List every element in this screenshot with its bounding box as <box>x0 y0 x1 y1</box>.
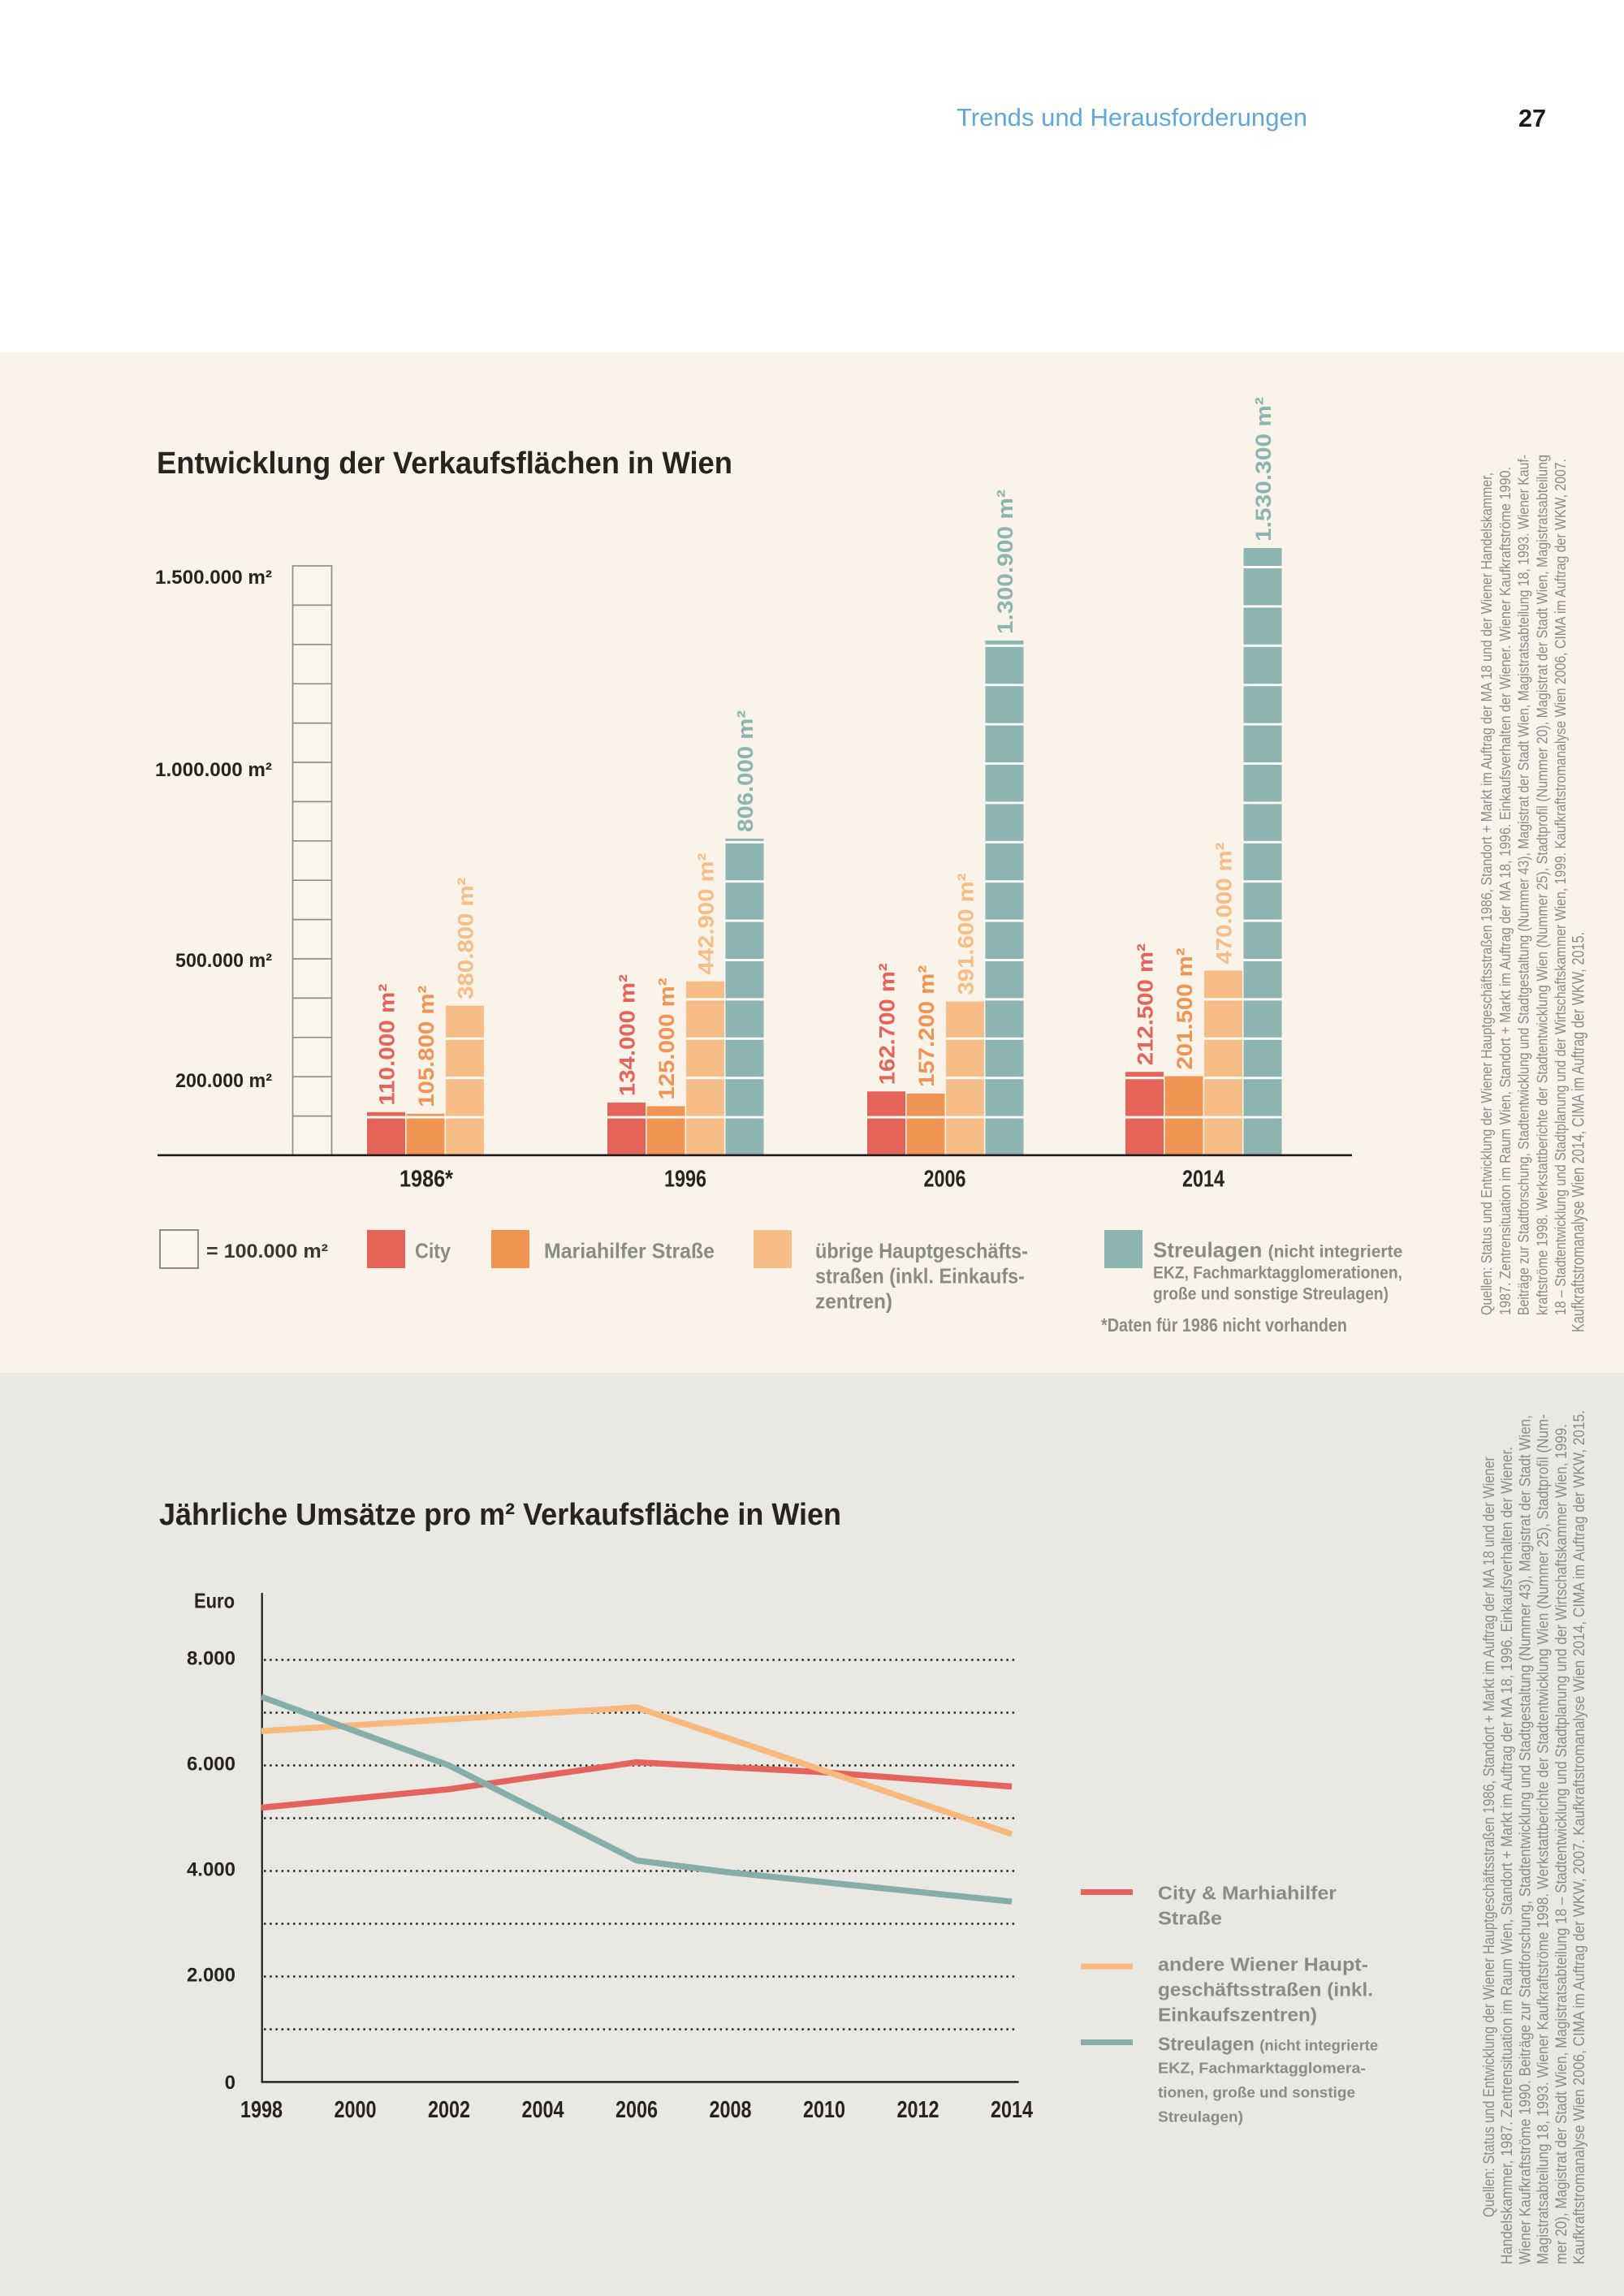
svg-text:mer 20), Magistrat der Stadt W: mer 20), Magistrat der Stadt Wien, Magis… <box>1553 1424 1570 2264</box>
svg-text:110.000 m²: 110.000 m² <box>374 984 399 1106</box>
svg-text:zentren): zentren) <box>815 1289 892 1314</box>
svg-text:2008: 2008 <box>710 2097 752 2123</box>
svg-text:470.000 m²: 470.000 m² <box>1212 843 1236 965</box>
svg-text:0: 0 <box>225 2072 235 2094</box>
svg-text:157.200 m²: 157.200 m² <box>914 965 939 1087</box>
svg-text:1986*: 1986* <box>400 1167 454 1193</box>
svg-text:18 – Stadtentwicklung und Stad: 18 – Stadtentwicklung und Stadtplanung u… <box>1553 459 1569 1315</box>
svg-text:27: 27 <box>1518 104 1546 132</box>
svg-text:City: City <box>415 1239 451 1263</box>
svg-text:Euro: Euro <box>194 1589 235 1613</box>
svg-text:1987. Zentrensituation im Raum: 1987. Zentrensituation im Raum Wien, Sta… <box>1497 467 1514 1315</box>
svg-text:2006: 2006 <box>615 2097 658 2123</box>
svg-text:1.300.900 m²: 1.300.900 m² <box>993 490 1017 634</box>
svg-text:Trends und Herausforderungen: Trends und Herausforderungen <box>957 103 1307 132</box>
svg-text:2012: 2012 <box>897 2097 939 2123</box>
svg-text:Einkaufszentren): Einkaufszentren) <box>1158 2004 1317 2025</box>
svg-text:Quellen: Status und Entwicklun: Quellen: Status und Entwicklung der Wien… <box>1479 473 1495 1315</box>
svg-text:2014: 2014 <box>1182 1167 1224 1193</box>
svg-text:Quellen: Status und Entwicklun: Quellen: Status und Entwicklung der Wien… <box>1481 1456 1498 2217</box>
svg-text:380.800 m²: 380.800 m² <box>453 878 477 999</box>
svg-text:2002: 2002 <box>428 2097 470 2123</box>
svg-text:= 100.000 m²: = 100.000 m² <box>206 1241 328 1262</box>
svg-text:straßen (inkl. Einkaufs-: straßen (inkl. Einkaufs- <box>815 1264 1025 1288</box>
svg-text:Magistratsabteilung 18, 1993.: Magistratsabteilung 18, 1993. Wiener Kau… <box>1535 1414 1553 2264</box>
svg-text:2.000: 2.000 <box>187 1965 235 1987</box>
svg-text:2000: 2000 <box>335 2097 377 2123</box>
svg-text:große und sonstige Streulagen): große und sonstige Streulagen) <box>1153 1285 1389 1304</box>
svg-text:1996: 1996 <box>664 1167 706 1193</box>
svg-text:2010: 2010 <box>803 2097 845 2123</box>
svg-text:500.000 m²: 500.000 m² <box>175 950 272 972</box>
svg-text:4.000: 4.000 <box>187 1859 235 1881</box>
svg-text:EKZ, Fachmarktagglomera-: EKZ, Fachmarktagglomera- <box>1158 2060 1366 2077</box>
svg-text:162.700 m²: 162.700 m² <box>875 963 899 1085</box>
svg-text:Jährliche Umsätze pro m² Verka: Jährliche Umsätze pro m² Verkaufsfläche … <box>159 1498 841 1532</box>
svg-text:1.000.000 m²: 1.000.000 m² <box>155 759 272 781</box>
svg-text:2006: 2006 <box>924 1167 966 1193</box>
svg-text:1998: 1998 <box>240 2097 283 2123</box>
svg-text:tionen, große und sonstige: tionen, große und sonstige <box>1158 2084 1355 2101</box>
svg-text:*Daten für 1986 nicht vorhande: *Daten für 1986 nicht vorhanden <box>1101 1314 1347 1336</box>
svg-text:Wiener Kaufkraftströme 1990. B: Wiener Kaufkraftströme 1990. Beiträge zu… <box>1517 1415 1534 2264</box>
svg-text:Beiträge zur Stadtforschung, S: Beiträge zur Stadtforschung, Stadtentwic… <box>1516 455 1532 1315</box>
svg-text:Kaufkraftstromanalyse Wien 201: Kaufkraftstromanalyse Wien 2014, CIMA im… <box>1569 932 1588 1332</box>
svg-text:806.000 m²: 806.000 m² <box>733 710 758 832</box>
svg-text:Streulagen (nicht integrierte: Streulagen (nicht integrierte <box>1158 2033 1378 2054</box>
svg-text:125.000 m²: 125.000 m² <box>654 978 679 1100</box>
svg-text:200.000 m²: 200.000 m² <box>175 1070 272 1092</box>
svg-text:1.530.300 m²: 1.530.300 m² <box>1251 397 1276 542</box>
svg-text:EKZ, Fachmarktagglomerationen,: EKZ, Fachmarktagglomerationen, <box>1153 1264 1402 1283</box>
svg-text:Mariahilfer Straße: Mariahilfer Straße <box>544 1239 715 1263</box>
svg-text:Handelskammer, 1987. Zentrensi: Handelskammer, 1987. Zentrensituation im… <box>1499 1447 1516 2264</box>
svg-text:201.500 m²: 201.500 m² <box>1173 948 1197 1070</box>
svg-text:212.500 m²: 212.500 m² <box>1133 943 1157 1065</box>
svg-text:105.800 m²: 105.800 m² <box>414 986 438 1107</box>
svg-text:kraftströme 1998. Werkstattber: kraftströme 1998. Werkstattberichte der … <box>1534 455 1550 1315</box>
svg-text:2004: 2004 <box>522 2097 564 2123</box>
svg-text:442.900 m²: 442.900 m² <box>693 853 718 975</box>
svg-text:Entwicklung der Verkaufsfläche: Entwicklung der Verkaufsflächen in Wien <box>157 447 732 481</box>
svg-text:8.000: 8.000 <box>187 1648 235 1670</box>
svg-text:134.000 m²: 134.000 m² <box>615 974 639 1096</box>
svg-text:1.500.000 m²: 1.500.000 m² <box>155 567 272 589</box>
svg-text:City & Marhiahilfer: City & Marhiahilfer <box>1158 1882 1337 1903</box>
svg-text:391.600 m²: 391.600 m² <box>953 874 978 995</box>
svg-text:6.000: 6.000 <box>187 1754 235 1776</box>
svg-text:andere Wiener Haupt-: andere Wiener Haupt- <box>1158 1953 1368 1974</box>
svg-text:Streulagen): Streulagen) <box>1158 2108 1243 2126</box>
svg-text:geschäftsstraßen (inkl.: geschäftsstraßen (inkl. <box>1158 1979 1373 2000</box>
svg-text:Straße: Straße <box>1158 1907 1222 1928</box>
svg-text:Kaufkraftstromanalyse Wien 200: Kaufkraftstromanalyse Wien 2006, CIMA im… <box>1571 1410 1588 2264</box>
svg-text:2014: 2014 <box>991 2097 1033 2123</box>
svg-text:übrige Hauptgeschäfts-: übrige Hauptgeschäfts- <box>815 1239 1028 1263</box>
